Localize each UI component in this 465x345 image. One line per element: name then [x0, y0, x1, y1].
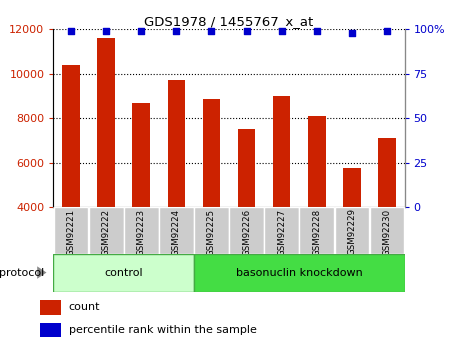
- Bar: [40, 300, 61, 315]
- Text: protocol: protocol: [0, 268, 44, 277]
- Bar: [133, 102, 150, 296]
- Point: [67, 28, 75, 34]
- Text: GSM92224: GSM92224: [172, 208, 181, 256]
- Bar: [308, 116, 326, 296]
- Text: GSM92221: GSM92221: [66, 208, 75, 256]
- Bar: [194, 207, 229, 254]
- Point: [173, 28, 180, 34]
- Bar: [370, 207, 405, 254]
- Point: [348, 30, 356, 36]
- Bar: [124, 207, 159, 254]
- Point: [278, 28, 286, 34]
- Bar: [97, 38, 115, 296]
- Text: GSM92229: GSM92229: [347, 208, 356, 255]
- Bar: [203, 99, 220, 296]
- Bar: [159, 207, 194, 254]
- Bar: [167, 80, 185, 296]
- Point: [243, 28, 250, 34]
- Point: [138, 28, 145, 34]
- Point: [208, 28, 215, 34]
- Text: percentile rank within the sample: percentile rank within the sample: [69, 325, 257, 335]
- Bar: [299, 207, 334, 254]
- Text: GSM92225: GSM92225: [207, 208, 216, 256]
- Bar: [40, 323, 61, 337]
- Text: control: control: [104, 268, 143, 277]
- Text: GSM92230: GSM92230: [383, 208, 392, 256]
- Text: GSM92226: GSM92226: [242, 208, 251, 256]
- Bar: [343, 168, 361, 296]
- Text: GSM92227: GSM92227: [277, 208, 286, 256]
- Bar: [53, 207, 88, 254]
- Bar: [238, 129, 255, 296]
- Bar: [273, 96, 291, 296]
- Bar: [53, 254, 194, 292]
- Point: [313, 28, 320, 34]
- Bar: [62, 65, 80, 296]
- Text: GSM92222: GSM92222: [102, 208, 111, 256]
- Bar: [264, 207, 299, 254]
- Bar: [194, 254, 405, 292]
- Bar: [334, 207, 369, 254]
- Point: [102, 28, 110, 34]
- Bar: [89, 207, 124, 254]
- Text: GSM92228: GSM92228: [312, 208, 321, 256]
- Text: GSM92223: GSM92223: [137, 208, 146, 256]
- Bar: [378, 138, 396, 296]
- Point: [383, 28, 391, 34]
- Bar: [229, 207, 264, 254]
- Title: GDS1978 / 1455767_x_at: GDS1978 / 1455767_x_at: [145, 15, 313, 28]
- Text: count: count: [69, 303, 100, 313]
- Text: basonuclin knockdown: basonuclin knockdown: [236, 268, 363, 277]
